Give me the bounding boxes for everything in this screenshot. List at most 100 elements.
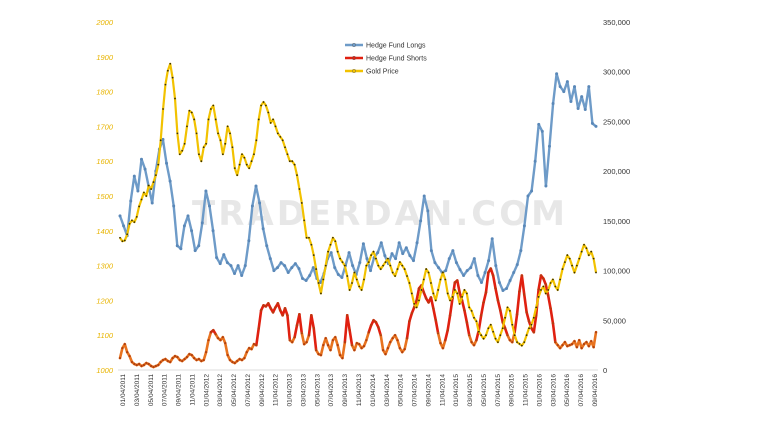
shorts-segment — [444, 328, 449, 342]
gold-point — [360, 289, 363, 291]
shorts-point — [523, 293, 526, 296]
longs-point — [379, 241, 383, 245]
shorts-point — [252, 343, 256, 346]
longs-point — [551, 102, 555, 106]
longs-point — [508, 279, 512, 283]
shorts-point — [444, 339, 447, 342]
shorts-point — [570, 343, 574, 346]
gold-point — [351, 282, 353, 284]
gold-point — [274, 125, 277, 128]
shorts-point — [484, 291, 488, 294]
legend-item-hedge-fund-shorts[interactable]: Hedge Fund Shorts — [345, 56, 427, 63]
right-tick-label: 150,000 — [603, 217, 630, 226]
shorts-point — [238, 357, 241, 361]
gold-point — [401, 264, 404, 267]
shorts-point — [496, 299, 500, 302]
longs-point — [290, 266, 294, 270]
shorts-point — [300, 332, 303, 335]
gold-point — [190, 111, 193, 114]
shorts-point — [542, 277, 545, 280]
legend-marker — [352, 68, 357, 73]
gold-point — [138, 205, 141, 208]
longs-point — [275, 266, 279, 270]
longs-point — [161, 137, 165, 141]
shorts-segment — [522, 293, 528, 314]
left-tick-label: 1500 — [96, 192, 114, 201]
longs-point — [207, 204, 211, 208]
shorts-point — [169, 360, 172, 364]
shorts-segment — [319, 343, 325, 357]
longs-point — [311, 266, 315, 270]
gold-point — [575, 264, 578, 267]
shorts-point — [264, 305, 268, 308]
shorts-point — [310, 314, 313, 317]
longs-point — [175, 244, 179, 248]
longs-point — [129, 199, 133, 203]
gold-point — [188, 109, 191, 112]
shorts-point — [188, 352, 191, 356]
shorts-point — [448, 314, 452, 317]
shorts-point — [166, 359, 169, 363]
gold-point — [269, 122, 272, 124]
series-gold-price — [119, 62, 598, 347]
longs-point — [437, 266, 441, 270]
x-tick-label: 05/04/2015 — [481, 374, 488, 407]
gold-point — [226, 125, 229, 128]
longs-point — [250, 204, 254, 208]
shorts-segment — [207, 330, 213, 342]
gold-point — [540, 289, 542, 291]
shorts-point — [219, 339, 222, 342]
legend-marker — [352, 43, 357, 48]
gold-point — [532, 316, 535, 319]
gold-point — [305, 236, 308, 239]
shorts-point — [429, 296, 433, 299]
legend-item-gold-price[interactable]: Gold Price — [345, 69, 399, 76]
shorts-point — [236, 359, 239, 363]
shorts-point — [207, 339, 210, 342]
longs-point — [293, 262, 297, 266]
shorts-point — [441, 347, 445, 350]
shorts-point — [159, 360, 162, 364]
gold-point — [595, 271, 597, 274]
shorts-point — [398, 347, 401, 350]
x-tick-label: 05/04/2012 — [231, 374, 238, 407]
shorts-point — [372, 319, 375, 322]
shorts-point — [561, 344, 564, 347]
longs-point — [240, 274, 244, 278]
gold-point — [523, 341, 526, 344]
shorts-point — [415, 299, 418, 302]
legend-item-hedge-fund-longs[interactable]: Hedge Fund Longs — [345, 43, 426, 50]
x-tick-label: 05/04/2011 — [148, 374, 155, 406]
shorts-segment — [286, 314, 292, 342]
gold-point — [556, 289, 559, 291]
gold-point — [334, 240, 337, 243]
shorts-point — [276, 302, 279, 305]
gold-point — [133, 221, 136, 224]
gold-point — [312, 254, 315, 257]
legend[interactable]: Hedge Fund Longs Hedge Fund Shorts Gold Pr… — [345, 43, 427, 76]
gold-point — [183, 142, 186, 145]
x-tick-label: 03/04/2013 — [300, 374, 307, 407]
gold-point — [508, 309, 511, 312]
right-tick-label: 0 — [603, 366, 607, 375]
gold-point — [339, 257, 341, 260]
shorts-point — [181, 359, 184, 363]
longs-point — [204, 189, 208, 193]
longs-point — [272, 269, 276, 273]
x-tick-label: 03/04/2011 — [134, 374, 141, 406]
left-tick-label: 1200 — [96, 296, 114, 305]
longs-point — [182, 224, 186, 228]
longs-point — [401, 252, 405, 256]
shorts-segment — [118, 346, 124, 360]
gold-point — [590, 250, 593, 253]
shorts-point — [489, 267, 492, 270]
gold-point — [233, 167, 236, 170]
gold-point — [564, 261, 566, 264]
longs-point — [197, 244, 201, 248]
longs-point — [583, 107, 587, 111]
gold-point — [200, 160, 203, 163]
right-tick-label: 300,000 — [603, 68, 630, 77]
longs-point — [369, 269, 373, 273]
longs-point — [254, 184, 258, 188]
gold-point — [229, 132, 231, 135]
